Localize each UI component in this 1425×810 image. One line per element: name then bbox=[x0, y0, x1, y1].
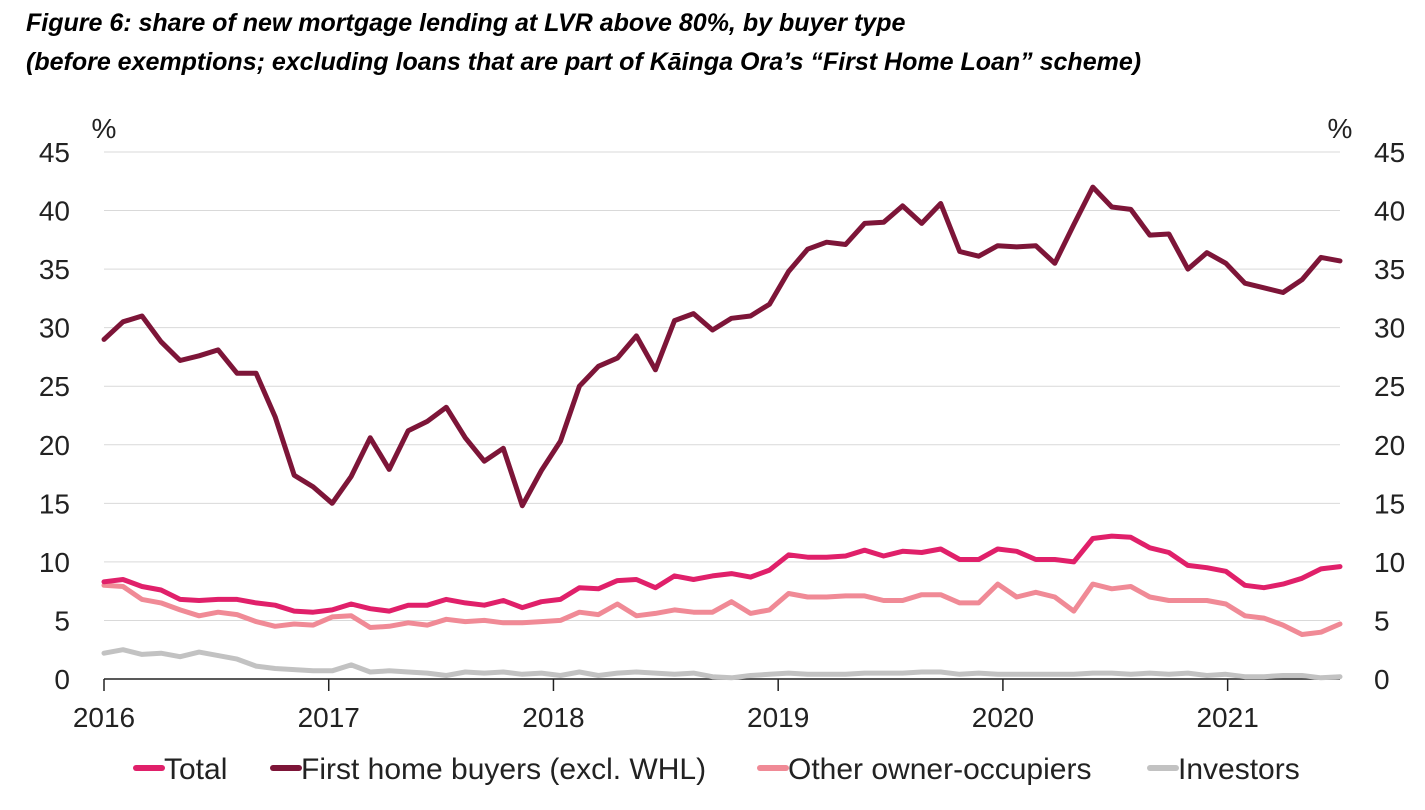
y-tick-label-left: 40 bbox=[39, 196, 70, 227]
y-tick-label-left: 5 bbox=[54, 605, 70, 636]
y-tick-label-left: 35 bbox=[39, 254, 70, 285]
y-tick-label-left: 0 bbox=[54, 664, 70, 695]
y-tick-label-right: 10 bbox=[1374, 547, 1405, 578]
y-tick-label-left: 10 bbox=[39, 547, 70, 578]
x-tick-label: 2017 bbox=[298, 702, 360, 733]
series-line-1 bbox=[101, 533, 1343, 615]
y-tick-label-right: 30 bbox=[1374, 313, 1405, 344]
x-tick-label: 2018 bbox=[522, 702, 584, 733]
y-axis-left: 0 5 10 15 20 25 30 35 40 45 bbox=[39, 137, 70, 695]
chart-title: Figure 6: share of new mortgage lending … bbox=[26, 9, 906, 37]
series-group bbox=[101, 184, 1343, 681]
y-tick-label-right: 25 bbox=[1374, 371, 1405, 402]
y-tick-label-right: 40 bbox=[1374, 196, 1405, 227]
series-line-4 bbox=[101, 647, 1343, 681]
y-tick-label-right: 0 bbox=[1374, 664, 1390, 695]
x-tick-label: 2019 bbox=[747, 702, 809, 733]
x-tick-label: 2020 bbox=[972, 702, 1034, 733]
series-line-2 bbox=[101, 184, 1343, 509]
series-line-3 bbox=[101, 581, 1343, 637]
legend-label: Total bbox=[164, 753, 227, 786]
legend-label: Investors bbox=[1178, 753, 1300, 786]
y-tick-label-right: 35 bbox=[1374, 254, 1405, 285]
y-tick-label-right: 15 bbox=[1374, 488, 1405, 519]
chart-subtitle: (before exemptions; excluding loans that… bbox=[26, 48, 1142, 76]
y-tick-label-left: 25 bbox=[39, 371, 70, 402]
x-tick-label: 2016 bbox=[73, 702, 135, 733]
x-tick-label: 2021 bbox=[1196, 702, 1258, 733]
y-tick-label-right: 20 bbox=[1374, 430, 1405, 461]
y-tick-label-right: 5 bbox=[1374, 605, 1390, 636]
y-tick-label-left: 15 bbox=[39, 488, 70, 519]
y-axis-right: 0 5 10 15 20 25 30 35 40 45 bbox=[1374, 137, 1405, 695]
y-unit-right: % bbox=[1328, 113, 1353, 144]
legend-label: First home buyers (excl. WHL) bbox=[301, 753, 706, 786]
y-unit-left: % bbox=[92, 113, 117, 144]
y-tick-label-right: 45 bbox=[1374, 137, 1405, 168]
legend-label: Other owner-occupiers bbox=[788, 753, 1091, 786]
legend: Total First home buyers (excl. WHL) Other … bbox=[133, 753, 1300, 786]
y-tick-label-left: 45 bbox=[39, 137, 70, 168]
x-axis: 2016 2017 2018 2019 2020 2021 bbox=[73, 678, 1340, 733]
y-tick-label-left: 20 bbox=[39, 430, 70, 461]
y-tick-label-left: 30 bbox=[39, 313, 70, 344]
